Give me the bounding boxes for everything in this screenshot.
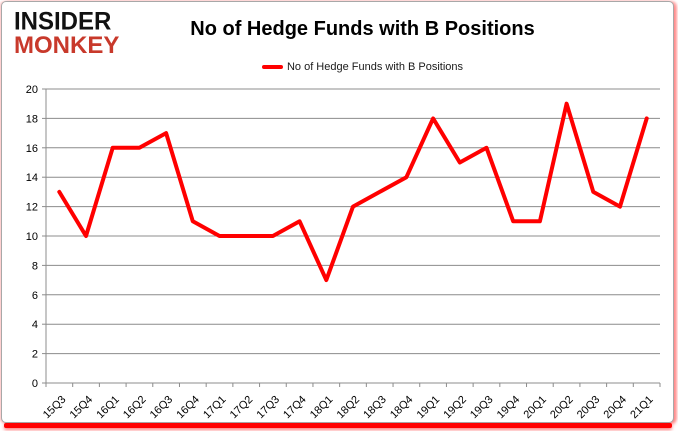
- y-tick-label: 12: [26, 202, 38, 214]
- chart-frame: INSIDER MONKEY No of Hedge Funds with B …: [1, 1, 674, 423]
- y-tick-label: 20: [26, 84, 38, 96]
- x-tick-label: 20Q3: [575, 394, 603, 422]
- y-tick-label: 14: [26, 172, 38, 184]
- y-tick-label: 2: [32, 349, 38, 361]
- x-tick-label: 18Q4: [388, 394, 416, 422]
- x-tick-label: 15Q4: [68, 394, 96, 422]
- red-shadow-bar: [4, 423, 672, 428]
- x-tick-label: 19Q3: [468, 394, 496, 422]
- x-tick-label: 18Q2: [335, 394, 363, 422]
- x-tick-label: 20Q1: [521, 394, 549, 422]
- x-tick-label: 21Q1: [628, 394, 656, 422]
- x-tick-label: 16Q1: [94, 394, 122, 422]
- x-tick-label: 16Q2: [121, 394, 149, 422]
- x-tick-label: 17Q2: [228, 394, 256, 422]
- x-tick-label: 19Q2: [441, 394, 469, 422]
- y-tick-label: 18: [26, 113, 38, 125]
- legend-line-swatch: [261, 65, 283, 69]
- x-tick-label: 17Q4: [281, 394, 309, 422]
- y-tick-label: 16: [26, 143, 38, 155]
- legend-label: No of Hedge Funds with B Positions: [286, 61, 464, 73]
- logo-line-monkey: MONKEY: [14, 31, 120, 59]
- insider-monkey-logo: INSIDER MONKEY: [14, 7, 120, 59]
- logo-line-insider: INSIDER: [14, 7, 112, 36]
- legend: No of Hedge Funds with B Positions: [132, 61, 593, 73]
- y-tick-label: 0: [32, 378, 38, 390]
- x-tick-label: 15Q3: [41, 394, 69, 422]
- x-tick-label: 19Q1: [415, 394, 443, 422]
- x-tick-label: 17Q3: [255, 394, 283, 422]
- series-line: [57, 101, 649, 283]
- x-tick-label: 18Q3: [361, 394, 389, 422]
- chart-title: No of Hedge Funds with B Positions: [190, 18, 535, 40]
- x-tick-label: 17Q1: [201, 394, 229, 422]
- y-tick-label: 6: [32, 290, 38, 302]
- x-tick-label: 19Q4: [495, 394, 523, 422]
- y-tick-label: 10: [26, 231, 38, 243]
- x-tick-label: 20Q2: [548, 394, 576, 422]
- x-tick-label: 18Q1: [308, 394, 336, 422]
- y-tick-label: 4: [32, 319, 38, 331]
- x-tick-label: 20Q4: [602, 394, 630, 422]
- y-tick-label: 8: [32, 260, 38, 272]
- x-tick-label: 16Q3: [148, 394, 176, 422]
- x-tick-label: 16Q4: [174, 394, 202, 422]
